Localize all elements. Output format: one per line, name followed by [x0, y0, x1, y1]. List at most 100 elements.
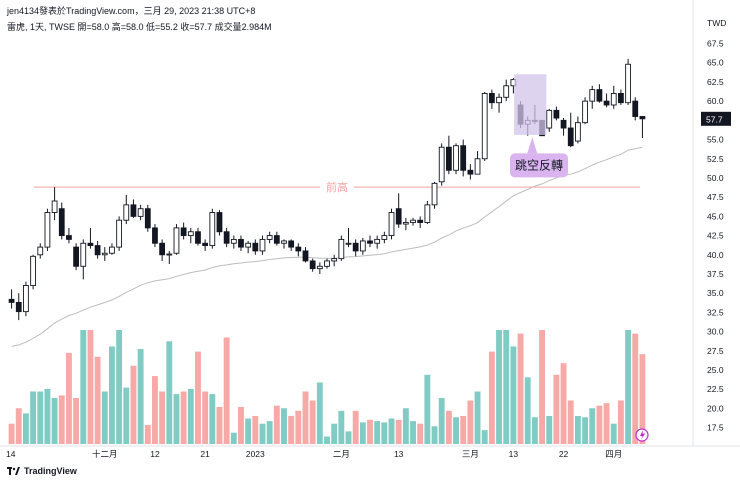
candle-body — [503, 85, 510, 98]
volume-bar — [596, 405, 603, 444]
candle-body — [259, 238, 266, 252]
candle-body — [130, 204, 137, 217]
volume-bars — [8, 330, 646, 444]
candle-body — [66, 235, 72, 240]
volume-bar — [331, 423, 338, 444]
reference-line-label: 前高 — [326, 180, 348, 194]
volume-bar — [44, 388, 51, 444]
volume-bar — [216, 406, 223, 444]
candle-body — [15, 301, 22, 313]
candle-body — [481, 93, 488, 160]
volume-bar — [22, 413, 29, 444]
volume-bar — [589, 408, 596, 444]
moving-average-line — [11, 146, 643, 347]
time-tick-label: 三月 — [462, 449, 479, 459]
volume-bar — [51, 397, 58, 444]
candle-body — [567, 127, 574, 147]
volume-bar — [474, 391, 481, 444]
volume-bar — [395, 419, 402, 444]
candle-body — [273, 235, 280, 244]
volume-bar — [625, 330, 632, 444]
brand-label: TradingView — [24, 466, 77, 476]
time-tick-label: 14 — [6, 449, 16, 459]
candle-body — [596, 89, 603, 102]
candle-body — [639, 116, 646, 120]
candle-body — [195, 231, 201, 244]
candle-body — [359, 240, 366, 252]
candle-body — [116, 219, 122, 248]
gap-highlight-box — [514, 74, 547, 135]
candle-body — [460, 145, 467, 171]
price-tick-label: 22.5 — [707, 384, 724, 394]
volume-bar — [15, 408, 22, 444]
price-tick-label: 52.5 — [707, 154, 724, 164]
candle-body — [152, 227, 158, 244]
candle-body — [94, 245, 101, 256]
volume-bar — [30, 391, 37, 444]
candle-body — [374, 238, 381, 244]
price-tick-label: 27.5 — [707, 346, 724, 356]
volume-bar — [560, 363, 567, 444]
volume-bar — [94, 356, 101, 444]
time-tick-label: 二月 — [333, 449, 350, 459]
volume-bar — [273, 405, 280, 444]
price-tick-label: 65.0 — [707, 58, 724, 68]
volume-bar — [352, 410, 359, 444]
volume-bar — [610, 423, 617, 444]
lightning-bolt-icon — [640, 430, 645, 440]
volume-bar — [130, 365, 137, 444]
time-tick-label: 21 — [200, 449, 210, 459]
chart-header-line1: jen4134發表於TradingView.com，三月 29, 2023 21… — [7, 6, 256, 16]
last-price-badge — [701, 111, 731, 126]
candle-body — [331, 258, 338, 262]
price-tick-label: 30.0 — [707, 327, 724, 337]
volume-bar — [359, 422, 366, 444]
candle-body — [37, 246, 44, 256]
candles — [8, 58, 646, 321]
candle-body — [80, 242, 87, 267]
volume-bar — [524, 377, 531, 444]
currency-label: TWD — [707, 18, 726, 28]
volume-bar — [453, 417, 459, 444]
volume-bar — [223, 337, 230, 444]
volume-bar — [101, 391, 108, 444]
candle-body — [159, 242, 166, 256]
volume-bar — [617, 400, 624, 444]
volume-bar — [531, 417, 538, 444]
volume-bar — [166, 341, 173, 444]
volume-bar — [424, 374, 431, 444]
axes: TWD67.565.062.560.057.555.052.550.047.54… — [0, 0, 740, 459]
candle-body — [216, 212, 223, 233]
candle-body — [316, 265, 323, 270]
candle-body — [467, 169, 474, 175]
callout-label: 跳空反轉 — [515, 158, 563, 172]
candle-body — [51, 200, 58, 213]
volume-bar — [259, 423, 266, 444]
volume-bar — [195, 351, 201, 444]
volume-bar — [546, 415, 553, 444]
volume-bar — [281, 408, 287, 444]
volume-bar — [144, 424, 151, 444]
volume-bar — [245, 418, 252, 444]
volume-bar — [582, 417, 589, 444]
candle-body — [488, 93, 495, 104]
candle-body — [402, 222, 409, 225]
candle-body — [230, 238, 237, 244]
volume-bar — [402, 408, 409, 444]
volume-bar — [309, 400, 316, 444]
volume-bar — [65, 352, 72, 444]
tradingview-brand[interactable]: TradingView — [7, 466, 77, 476]
price-tick-label: 47.5 — [707, 192, 724, 202]
candle-body — [8, 298, 15, 303]
price-tick-label: 32.5 — [707, 307, 724, 317]
volume-bar — [603, 403, 610, 444]
candle-body — [338, 238, 345, 260]
candle-body — [44, 212, 51, 248]
price-tick-label: 25.0 — [707, 365, 724, 375]
candle-body — [417, 219, 424, 223]
volume-bar — [80, 330, 87, 444]
volume-bar — [316, 382, 323, 444]
volume-bar — [539, 330, 545, 444]
candle-body — [560, 119, 567, 129]
candle-body — [73, 246, 79, 267]
